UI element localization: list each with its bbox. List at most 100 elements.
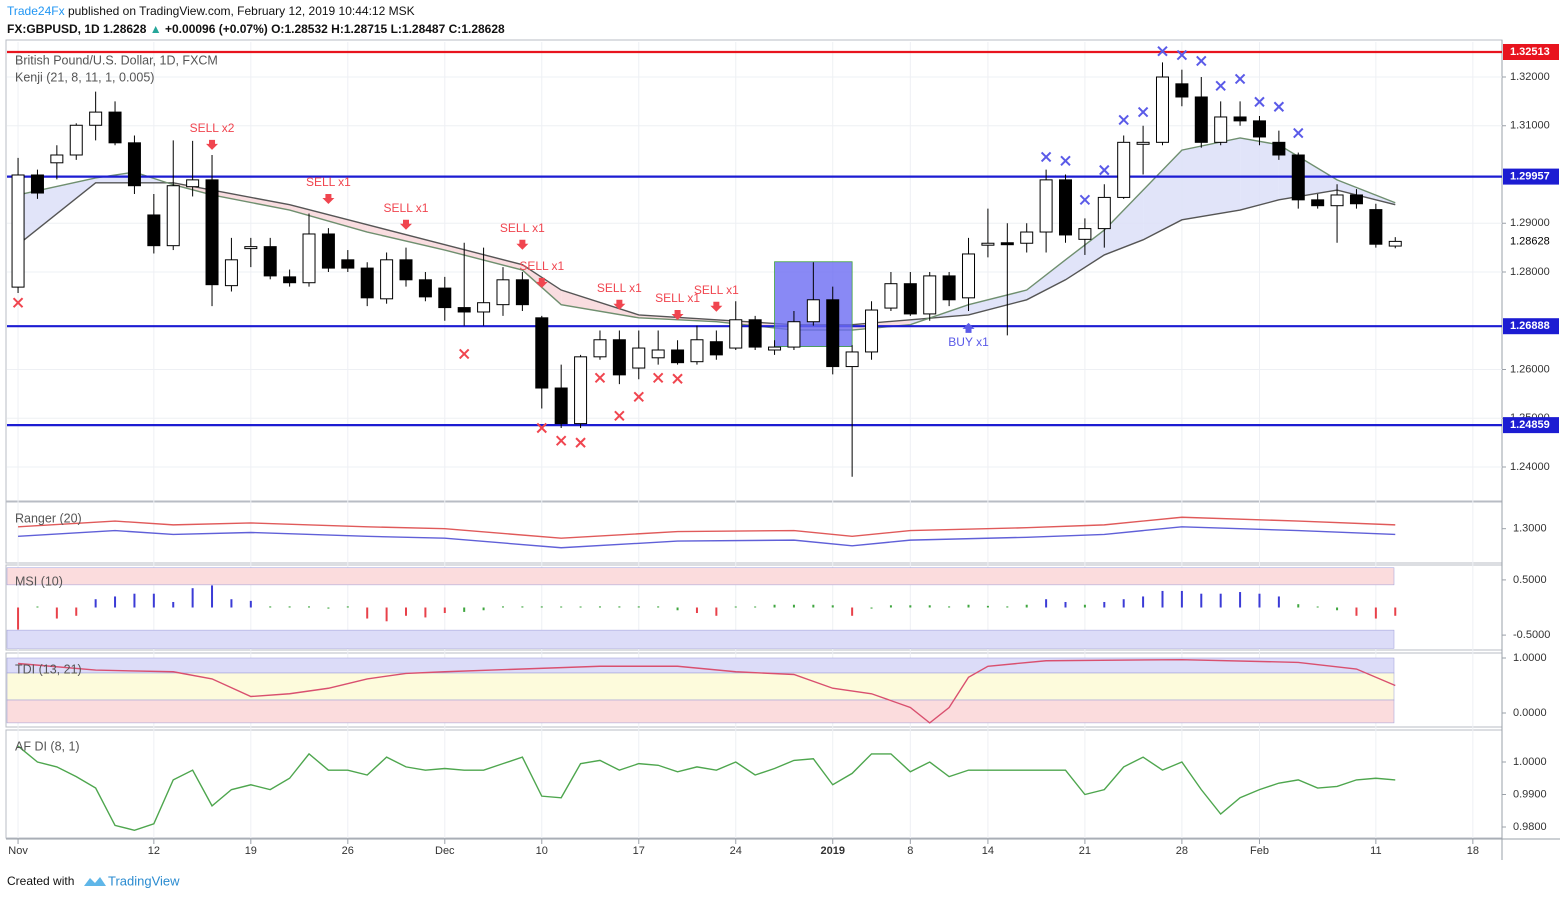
x-tick-label: 26 — [342, 845, 354, 857]
sell-arrow — [206, 139, 219, 150]
candle-body — [186, 179, 200, 188]
level-label: 1.26888 — [1510, 320, 1550, 332]
close-label: C: — [449, 22, 462, 36]
level-label-box — [1503, 43, 1559, 60]
cloud-fill — [367, 224, 445, 251]
footer: Created with — [7, 874, 74, 888]
y-tick-label: 0.9900 — [1513, 788, 1547, 800]
publisher: Trade24Fx — [7, 4, 65, 18]
change-arrow: ▲ — [150, 22, 162, 36]
high-label: H: — [331, 22, 344, 36]
footer-brand[interactable]: TradingView — [108, 873, 180, 888]
cloud-fill — [1026, 259, 1066, 300]
candle-body — [690, 339, 704, 363]
candle-body — [1252, 120, 1266, 138]
candle-body — [845, 351, 859, 368]
sell-label: SELL x2 — [190, 121, 235, 135]
panel-zone — [6, 672, 1395, 701]
symbol: FX:GBPUSD, 1D — [7, 22, 100, 36]
cloud-fill — [289, 204, 368, 233]
sell-arrow — [322, 193, 335, 204]
candle-body — [554, 387, 568, 425]
candle-body — [1097, 196, 1111, 230]
change: +0.00096 (+0.07%) — [165, 22, 268, 36]
cloud-fill — [1104, 190, 1144, 255]
candle-body — [1291, 154, 1305, 201]
candle-body — [1233, 116, 1247, 122]
signal-cross — [633, 391, 644, 403]
signal-cross — [1234, 73, 1246, 85]
candle-body — [1349, 194, 1363, 205]
tv-logo — [84, 877, 106, 886]
background — [5, 39, 1560, 860]
signal-cross — [575, 437, 586, 448]
cloud-fill — [1143, 150, 1182, 240]
candle-body — [729, 319, 743, 349]
published: published on TradingView.com, February 1… — [68, 4, 415, 18]
signal-cross — [1137, 106, 1149, 118]
indicator-line — [17, 745, 1396, 831]
candle-body — [360, 267, 374, 299]
x-tick-label: Dec — [435, 845, 455, 857]
candle-body — [418, 279, 432, 298]
candle-body — [1330, 194, 1344, 207]
buy-label: BUY x1 — [948, 335, 989, 349]
candle-body — [1059, 179, 1073, 236]
candle-body — [380, 259, 394, 300]
low-label: L: — [391, 22, 402, 36]
level-label-box — [1503, 417, 1559, 434]
sell-label: SELL x1 — [655, 291, 700, 305]
x-tick-label: 18 — [1467, 845, 1479, 857]
signal-cross — [1079, 194, 1091, 206]
cloud-fill — [212, 190, 290, 211]
signal-cross — [1060, 155, 1071, 167]
candle-body — [1000, 242, 1014, 246]
candle-body — [981, 242, 995, 246]
panel-zone — [6, 567, 1395, 586]
last-price-label: 1.28628 — [1510, 235, 1550, 247]
candle-body — [1155, 76, 1169, 143]
indicator-line — [18, 516, 1396, 539]
cloud-fill — [1240, 137, 1279, 211]
candle-body — [787, 321, 801, 348]
candle-body — [748, 319, 762, 348]
candle-body — [302, 233, 316, 284]
candle-body — [1117, 141, 1131, 198]
candle-body — [263, 246, 277, 277]
indicator-line — [17, 658, 1396, 724]
signal-cross — [652, 372, 664, 383]
candle-body — [147, 214, 161, 247]
y-tick-label: 1.0000 — [1513, 652, 1547, 664]
sell-arrow — [399, 219, 412, 230]
header-line: Trade24Fx published on TradingView.com, … — [7, 4, 415, 18]
cloud-fill — [1181, 137, 1241, 220]
candle-body — [457, 307, 471, 313]
candle-body — [806, 299, 820, 323]
x-tick-label: 11 — [1370, 845, 1381, 857]
sell-arrow — [710, 301, 723, 312]
y-tick-label: 0.5000 — [1513, 574, 1547, 586]
candle-body — [1039, 179, 1053, 233]
open-label: O: — [271, 22, 284, 36]
signal-cross — [1215, 80, 1226, 91]
y-tick-label: 1.26000 — [1510, 363, 1550, 375]
candle-body — [321, 233, 335, 269]
x-tick-label: 12 — [148, 845, 160, 857]
candle-body — [1272, 141, 1286, 156]
level-label-box — [1503, 168, 1559, 185]
sell-label: SELL x1 — [384, 201, 429, 215]
panel-zone — [6, 699, 1395, 724]
x-tick-label: 8 — [907, 845, 913, 857]
x-tick-label: 19 — [245, 845, 257, 857]
y-tick-label: 1.32000 — [1510, 71, 1550, 83]
candle-body — [283, 276, 297, 284]
signal-cross — [594, 372, 606, 383]
sell-arrow — [516, 239, 529, 250]
candle-body — [1078, 228, 1092, 240]
candle-body — [341, 259, 355, 269]
candle-body — [1194, 96, 1208, 143]
panel-zone — [6, 629, 1395, 649]
candle-body — [11, 174, 25, 288]
candle-body — [574, 356, 588, 425]
